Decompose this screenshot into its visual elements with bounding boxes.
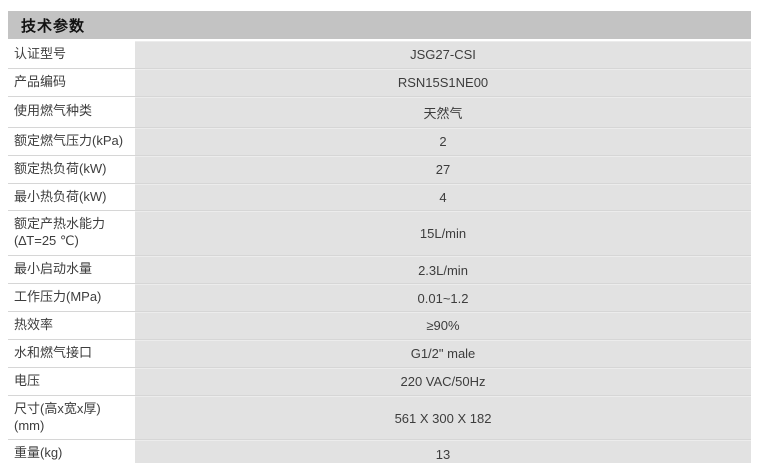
table-row: 认证型号 JSG27-CSI xyxy=(8,41,751,69)
spec-value: 2 xyxy=(135,127,751,156)
spec-value: RSN15S1NE00 xyxy=(135,68,751,97)
table-row: 尺寸(高x宽x厚) (mm) 561 X 300 X 182 xyxy=(8,395,751,441)
spec-label: 电压 xyxy=(8,367,135,396)
spec-label-text: 电压 xyxy=(14,372,41,388)
table-row: 使用燃气种类 天然气 xyxy=(8,96,751,128)
table-row: 额定产热水能力 (∆T=25 ℃) 15L/min xyxy=(8,211,751,257)
spec-label-text: 额定热负荷(kW) xyxy=(14,160,107,176)
spec-label-text: 额定产热水能力 xyxy=(14,216,106,232)
table-row: 电压 220 VAC/50Hz xyxy=(8,367,751,396)
table-row: 热效率 ≥90% xyxy=(8,312,751,340)
spec-section: 技术参数 认证型号 JSG27-CSI 产品编码 RSN15S1NE00 使用燃气种类 天… xyxy=(8,11,751,463)
spec-value: 561 X 300 X 182 xyxy=(135,395,751,441)
spec-value: ≥90% xyxy=(135,312,751,340)
table-row: 重量(kg) 13 xyxy=(8,440,751,463)
spec-value: 13 xyxy=(135,440,751,463)
spec-label: 产品编码 xyxy=(8,68,135,97)
spec-label-text: 工作压力(MPa) xyxy=(14,289,102,305)
spec-label-text: 水和燃气接口 xyxy=(14,344,93,360)
spec-label-text: 最小启动水量 xyxy=(14,261,93,277)
spec-label: 最小启动水量 xyxy=(8,256,135,285)
spec-label: 额定热负荷(kW) xyxy=(8,155,135,184)
spec-label: 使用燃气种类 xyxy=(8,96,135,128)
spec-label-text: 最小热负荷(kW) xyxy=(14,188,107,204)
table-row: 额定燃气压力(kPa) 2 xyxy=(8,127,751,156)
spec-label: 水和燃气接口 xyxy=(8,339,135,368)
spec-label-text: 产品编码 xyxy=(14,73,67,89)
spec-label-text: 重量(kg) xyxy=(14,445,63,461)
spec-label: 重量(kg) xyxy=(8,440,135,463)
table-row: 产品编码 RSN15S1NE00 xyxy=(8,68,751,97)
spec-value: JSG27-CSI xyxy=(135,41,751,69)
table-row: 额定热负荷(kW) 27 xyxy=(8,155,751,184)
spec-label-text: 尺寸(高x宽x厚) (mm) xyxy=(14,400,101,433)
spec-value: 2.3L/min xyxy=(135,256,751,285)
spec-label: 尺寸(高x宽x厚) (mm) xyxy=(8,395,135,441)
spec-value: 天然气 xyxy=(135,96,751,128)
spec-label: 工作压力(MPa) xyxy=(8,284,135,313)
spec-value: 4 xyxy=(135,183,751,212)
spec-label-text: 热效率 xyxy=(14,317,54,333)
spec-value: 15L/min xyxy=(135,211,751,257)
spec-value: 220 VAC/50Hz xyxy=(135,367,751,396)
spec-label: 额定燃气压力(kPa) xyxy=(8,127,135,156)
table-row: 水和燃气接口 G1/2" male xyxy=(8,339,751,368)
spec-label-text: 使用燃气种类 xyxy=(14,103,93,119)
spec-table: 认证型号 JSG27-CSI 产品编码 RSN15S1NE00 使用燃气种类 天然气 额定燃… xyxy=(8,41,751,463)
spec-value: 27 xyxy=(135,155,751,184)
spec-label: 认证型号 xyxy=(8,41,135,69)
section-header: 技术参数 xyxy=(8,11,751,39)
spec-value: 0.01~1.2 xyxy=(135,284,751,313)
table-row: 最小热负荷(kW) 4 xyxy=(8,183,751,212)
table-row: 工作压力(MPa) 0.01~1.2 xyxy=(8,284,751,313)
section-title: 技术参数 xyxy=(21,17,86,35)
spec-label: 额定产热水能力 (∆T=25 ℃) xyxy=(8,211,135,257)
spec-label: 热效率 xyxy=(8,312,135,340)
table-row: 最小启动水量 2.3L/min xyxy=(8,256,751,285)
spec-label-text-line2: (∆T=25 ℃) xyxy=(14,233,79,249)
spec-label-text: 额定燃气压力(kPa) xyxy=(14,132,124,148)
spec-label: 最小热负荷(kW) xyxy=(8,183,135,212)
spec-value: G1/2" male xyxy=(135,339,751,368)
spec-label-text: 认证型号 xyxy=(14,46,67,61)
